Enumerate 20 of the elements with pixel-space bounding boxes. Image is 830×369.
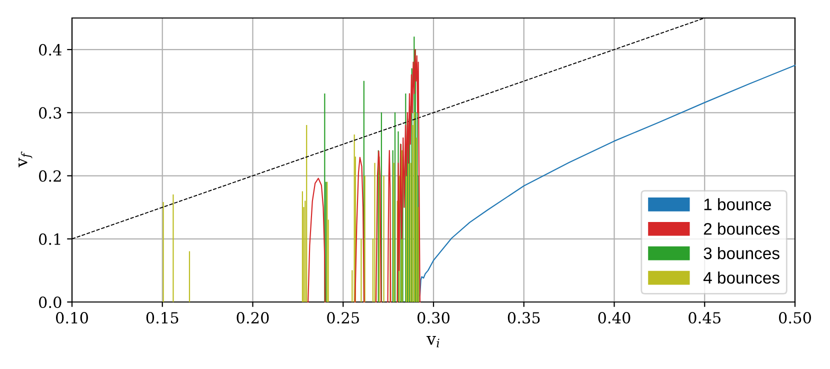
x-tick-label: 0.15 — [146, 312, 178, 324]
legend-label: 1 bounce — [704, 198, 771, 210]
x-tick-label: 0.40 — [598, 312, 630, 324]
x-tick-label: 0.45 — [688, 312, 720, 324]
legend-label: 2 bounces — [704, 222, 780, 235]
y-tick-label: 0.1 — [38, 233, 60, 245]
x-tick-label: 0.50 — [779, 312, 811, 324]
x-tick-label: 0.20 — [236, 312, 269, 324]
x-tick-label: 0.25 — [327, 312, 359, 324]
legend-label: 4 bounces — [703, 271, 780, 284]
y-tick-label: 0.4 — [38, 44, 62, 56]
y-axis-title: v$_{f}$ — [18, 152, 32, 168]
y-tick-label: 0.2 — [38, 170, 61, 182]
legend-label: 3 bounces — [704, 247, 780, 260]
x-tick-label: 0.10 — [56, 312, 88, 324]
x-tick-label: 0.35 — [508, 312, 540, 324]
y-tick-label: 0.3 — [38, 107, 62, 119]
x-tick-label: 0.30 — [418, 312, 450, 324]
y-tick-label: 0.0 — [38, 296, 62, 308]
x-axis-title: v$_{i}$ — [426, 336, 440, 348]
